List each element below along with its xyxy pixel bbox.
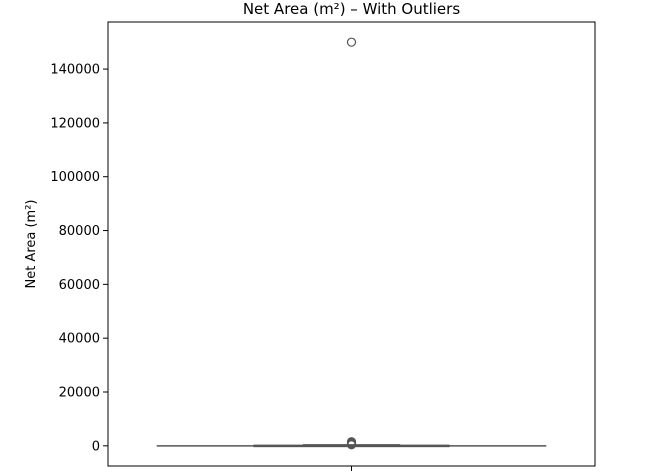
outlier-points [346,37,357,450]
y-tick-label: 100000 [50,170,100,185]
y-tick-label: 20000 [59,386,100,401]
chart-title: Net Area (m²) – With Outliers [243,0,461,18]
axes-frame [107,21,596,467]
y-tick-label: 40000 [59,332,100,347]
axes-border [107,21,596,467]
outlier-point [346,440,357,450]
y-tick-label: 80000 [59,224,100,239]
y-tick-label: 0 [92,439,100,454]
y-tick-label: 140000 [50,63,100,78]
y-tick-label: 120000 [50,116,100,131]
y-axis-label: Net Area (m²) [24,199,39,288]
outlier-point [346,37,357,47]
y-axis-ticks: 0 20000 40000 60000 80000 100000 120000 140000 [50,63,352,471]
y-tick-label: 60000 [59,278,100,293]
